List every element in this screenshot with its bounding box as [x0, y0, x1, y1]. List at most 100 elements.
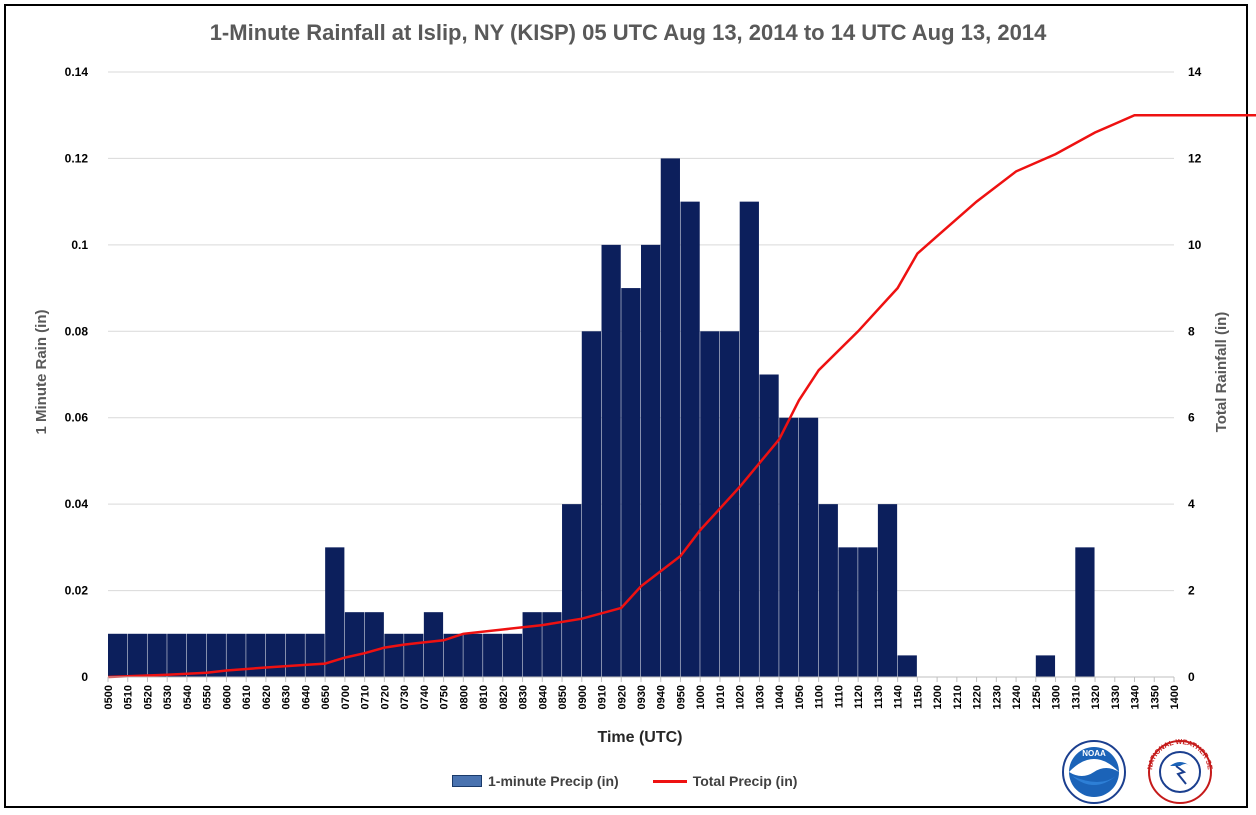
y2-tick-labels: 0 2 4 6 8 10 12 14: [1188, 65, 1202, 684]
svg-text:NOAA: NOAA: [1082, 749, 1106, 758]
bar-precip: [344, 612, 365, 677]
legend-swatch-bar: [452, 775, 482, 787]
x-tick-label: 0610: [241, 685, 253, 709]
bar-precip: [581, 331, 602, 677]
x-tick-label: 1130: [873, 685, 885, 709]
x-tick-label: 0930: [636, 685, 648, 709]
bar-precip: [542, 612, 562, 677]
bar-precip: [483, 633, 503, 677]
x-tick-label: 1140: [893, 685, 905, 709]
x-tick-label: 1200: [932, 685, 944, 709]
x-tick-label: 1110: [833, 685, 845, 708]
x-tick-label: 0620: [261, 685, 273, 709]
x-tick-label: 0650: [320, 685, 332, 709]
bar-precip: [877, 504, 898, 677]
x-tick-label: 1230: [991, 685, 1003, 709]
x-axis-label: Time (UTC): [597, 729, 682, 746]
x-tick-label: 1340: [1130, 685, 1142, 709]
y-tick-label: 0.12: [65, 151, 89, 165]
x-tick-label: 0950: [675, 685, 687, 709]
bar-precip: [700, 331, 720, 677]
bars: [108, 158, 1095, 677]
y2-tick-label: 14: [1188, 65, 1202, 79]
bar-precip: [739, 201, 759, 677]
x-tick-label: 0900: [577, 685, 589, 709]
y2-tick-label: 12: [1188, 151, 1202, 165]
x-tick-label: 1330: [1110, 685, 1122, 709]
x-tick-label: 0600: [221, 685, 233, 709]
bar-precip: [108, 633, 128, 677]
bar-precip: [384, 633, 404, 677]
bar-precip: [798, 417, 819, 677]
bar-precip: [660, 158, 680, 677]
x-tick-label: 1100: [814, 685, 826, 709]
x-tick-label: 0520: [142, 685, 154, 709]
bar-precip: [621, 288, 641, 677]
x-tick-label: 1040: [774, 685, 786, 709]
y-tick-label: 0.06: [65, 411, 89, 425]
bar-precip: [423, 612, 444, 677]
bar-precip: [858, 547, 878, 677]
bar-precip: [759, 374, 779, 677]
y-tick-label: 0.08: [65, 324, 89, 338]
x-tick-label: 0630: [281, 685, 293, 709]
y-tick-labels: 0 0.02 0.04 0.06 0.08 0.1 0.12 0.14: [65, 65, 89, 684]
x-tick-label: 0710: [360, 685, 372, 709]
bar-precip: [463, 633, 483, 677]
x-tick-label: 1220: [972, 685, 984, 709]
x-tick-label: 0840: [537, 685, 549, 709]
bar-precip: [265, 633, 286, 677]
line-total-precip: [107, 113, 1256, 679]
x-tick-label: 0910: [597, 685, 609, 709]
y-tick-label: 0.02: [65, 584, 89, 598]
x-tick-label: 0740: [419, 685, 431, 709]
x-tick-label: 0530: [162, 685, 174, 709]
bar-precip: [838, 547, 858, 677]
y-tick-label: 0.04: [65, 497, 89, 511]
x-tick-label: 1350: [1149, 685, 1161, 709]
bar-precip: [226, 633, 246, 677]
x-tick-label: 1250: [1031, 685, 1043, 709]
x-tick-label: 1030: [754, 685, 766, 709]
y2-tick-label: 8: [1188, 324, 1195, 338]
x-tick-label: 0550: [202, 685, 214, 709]
bar-precip: [325, 547, 345, 677]
bar-precip: [364, 612, 384, 677]
y-tick-label: 0: [81, 670, 88, 684]
x-tick-label: 1150: [912, 685, 924, 709]
x-tick-label: 0920: [616, 685, 628, 709]
bar-precip: [127, 633, 147, 677]
x-tick-label: 0540: [182, 685, 194, 709]
y-tick-label: 0.1: [71, 238, 88, 252]
bar-precip: [522, 612, 542, 677]
x-tick-label: 0850: [557, 685, 569, 709]
y-tick-label: 0.14: [65, 65, 89, 79]
bar-precip: [502, 633, 523, 677]
bar-precip: [206, 633, 226, 677]
y2-tick-label: 0: [1188, 670, 1195, 684]
bar-precip: [305, 633, 325, 677]
bar-precip: [1075, 547, 1095, 677]
bar-precip: [818, 504, 838, 677]
x-tick-label: 1120: [853, 685, 865, 709]
y-axis-label: 1 Minute Rain (in): [33, 310, 50, 435]
y2-tick-label: 2: [1188, 584, 1195, 598]
bar-precip: [246, 633, 266, 677]
bar-precip: [897, 655, 917, 677]
bar-precip: [167, 633, 187, 677]
bar-precip: [285, 633, 305, 677]
legend-label-1min: 1-minute Precip (in): [488, 773, 619, 789]
x-tick-label: 1400: [1169, 685, 1181, 709]
legend-label-total: Total Precip (in): [692, 773, 798, 789]
bar-precip: [719, 331, 740, 677]
y2-tick-label: 6: [1188, 411, 1195, 425]
bar-precip: [147, 633, 167, 677]
legend-item-total: Total Precip (in): [652, 773, 798, 789]
x-tick-label: 1300: [1051, 685, 1063, 709]
x-tick-label: 0640: [300, 685, 312, 709]
agency-logos: NOAA NATIONAL WEATHER SERVICE: [1060, 736, 1213, 804]
bar-precip: [443, 633, 463, 677]
bar-precip: [601, 244, 621, 677]
